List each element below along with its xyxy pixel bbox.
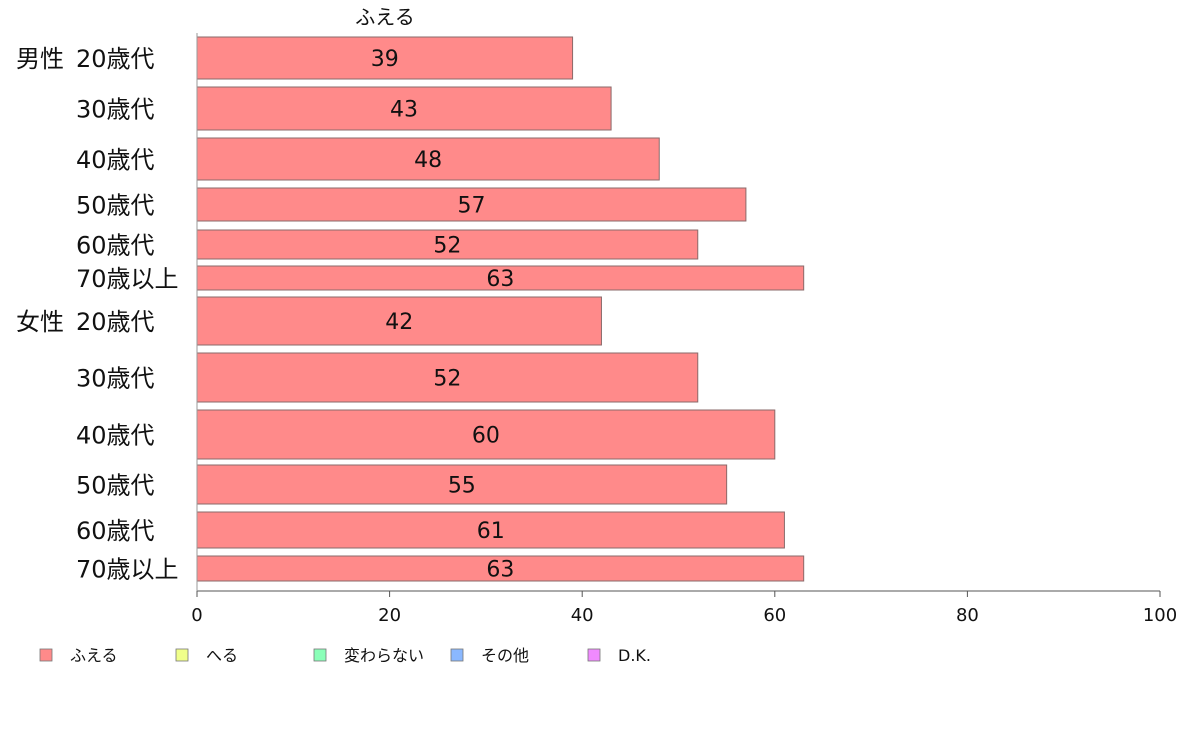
category-label: 50歳代 [76,472,155,500]
bar-value-label: 39 [371,47,399,72]
bar-value-label: 43 [390,98,418,123]
bar [196,86,612,131]
group-label: 男性 [16,45,64,73]
x-tick-label: 100 [1143,605,1177,626]
bar [196,229,699,260]
bar-value-label: 60 [472,424,500,449]
category-label: 20歳代 [76,308,155,336]
legend-label: へる [206,646,238,665]
bar [196,511,785,549]
category-label: 70歳以上 [76,265,179,293]
category-label: 50歳代 [76,192,155,220]
legend-label: D.K. [618,646,651,665]
legend-swatch [39,648,53,662]
category-label: 30歳代 [76,96,155,124]
series-header: ふえる [355,5,414,29]
bar-value-label: 63 [486,558,514,583]
bar [196,464,728,505]
bar [196,296,602,346]
legend-swatch [587,648,601,662]
legend-label: 変わらない [344,646,424,665]
bar [196,137,660,181]
bar [196,555,805,582]
category-label: 40歳代 [76,146,155,174]
bar-value-label: 57 [457,194,485,219]
bar-value-label: 63 [486,267,514,292]
category-label: 60歳代 [76,232,155,260]
legend-label: ふえる [70,646,118,665]
bar-value-label: 55 [448,474,476,499]
x-tick-label: 60 [763,605,786,626]
x-tick-label: 0 [191,605,202,626]
bar-value-label: 52 [433,367,461,392]
bar-value-label: 52 [433,234,461,259]
legend-label: その他 [481,646,529,665]
group-label: 女性 [16,308,64,336]
category-label: 70歳以上 [76,556,179,584]
bar-value-label: 61 [477,519,505,544]
x-tick-label: 20 [378,605,401,626]
bar [196,187,747,222]
x-axis: 0 20 40 60 80 100 [191,33,1177,626]
bar-value-label: 48 [414,148,442,173]
x-tick-label: 80 [956,605,979,626]
category-label: 20歳代 [76,45,155,73]
category-label: 30歳代 [76,365,155,393]
legend-swatch [450,648,464,662]
bar [196,36,574,80]
bar-value-label: 42 [385,310,413,335]
category-label: 40歳代 [76,422,155,450]
category-label: 60歳代 [76,517,155,545]
legend-swatch [313,648,327,662]
legend-swatch [175,648,189,662]
x-tick-label: 40 [571,605,594,626]
legend: ふえる へる 変わらない その他 D.K. [39,646,651,665]
